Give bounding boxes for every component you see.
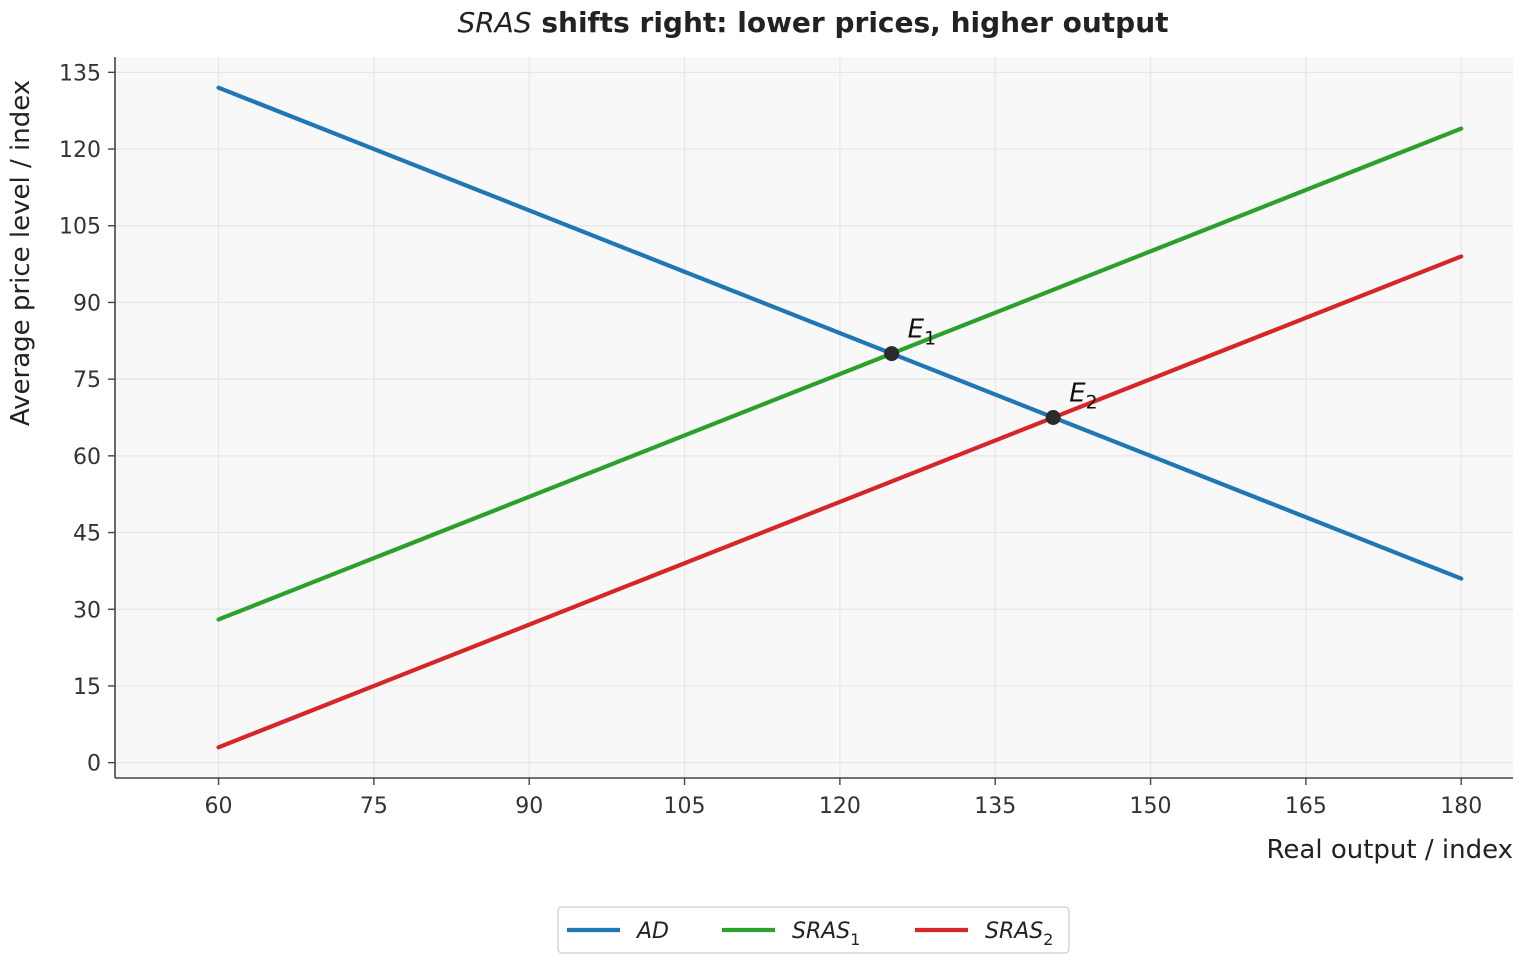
y-tick-label: 30: [73, 598, 101, 623]
y-axis-label: Average price level / index: [6, 80, 36, 426]
y-ticks: 0 15 30 45 60 75 90 105 120 135: [59, 61, 115, 777]
equilibrium-label-0-text: E: [908, 315, 925, 345]
equilibrium-label-0-subscript: 1: [924, 329, 936, 350]
x-tick-label: 135: [974, 794, 1016, 819]
x-ticks: 60 75 90 105 120 135 150 165 180: [205, 778, 1482, 819]
y-tick-label: 90: [73, 291, 101, 316]
series-line-2: [216, 254, 1464, 750]
y-tick-label: 75: [73, 368, 101, 393]
series-line-0: [216, 85, 1464, 581]
equilibrium-label-0: E1: [908, 315, 936, 350]
equilibrium-point-1: [1045, 410, 1061, 425]
x-tick-label: 90: [515, 794, 543, 819]
legend-label-1-subscript: 1: [850, 930, 860, 949]
y-tick-label: 120: [59, 138, 101, 163]
x-tick-label: 165: [1285, 794, 1327, 819]
x-tick-label: 180: [1440, 794, 1482, 819]
equilibrium-label-1-subscript: 2: [1086, 393, 1098, 414]
grid: [115, 57, 1513, 778]
legend: AD SRAS1 SRAS2: [557, 906, 1070, 954]
equilibrium-label-1: E2: [1069, 379, 1097, 414]
legend-label-2-text: SRAS: [985, 919, 1043, 944]
chart-title: SRAS shifts right: lower prices, higher …: [457, 6, 1168, 39]
chart-title-italic: SRAS: [457, 6, 531, 39]
x-axis-label: Real output / index: [1267, 835, 1514, 865]
x-tick-label: 150: [1130, 794, 1172, 819]
series-layer: [216, 85, 1464, 750]
legend-label-0: AD: [635, 919, 669, 944]
legend-box: [557, 906, 1070, 954]
chart-title-bold: shifts right: lower prices, higher outpu…: [532, 6, 1169, 39]
y-tick-label: 0: [87, 752, 101, 777]
y-tick-label: 135: [59, 61, 101, 86]
y-tick-label: 60: [73, 445, 101, 470]
y-tick-label: 15: [73, 675, 101, 700]
x-tick-label: 120: [819, 794, 861, 819]
legend-label-2: SRAS2: [985, 919, 1053, 949]
legend-label-1: SRAS1: [792, 919, 860, 949]
y-tick-label: 45: [73, 522, 101, 547]
plot-background: [115, 57, 1513, 778]
legend-label-1-text: SRAS: [792, 919, 850, 944]
legend-label-2-subscript: 2: [1043, 930, 1053, 949]
equilibrium-label-1-text: E: [1069, 379, 1086, 409]
y-tick-label: 105: [59, 215, 101, 240]
legend-label-0-text: AD: [635, 919, 669, 944]
x-tick-label: 105: [664, 794, 706, 819]
x-tick-label: 60: [205, 794, 233, 819]
series-line-1: [216, 126, 1464, 622]
equilibrium-point-0: [884, 346, 900, 362]
x-tick-label: 75: [360, 794, 388, 819]
